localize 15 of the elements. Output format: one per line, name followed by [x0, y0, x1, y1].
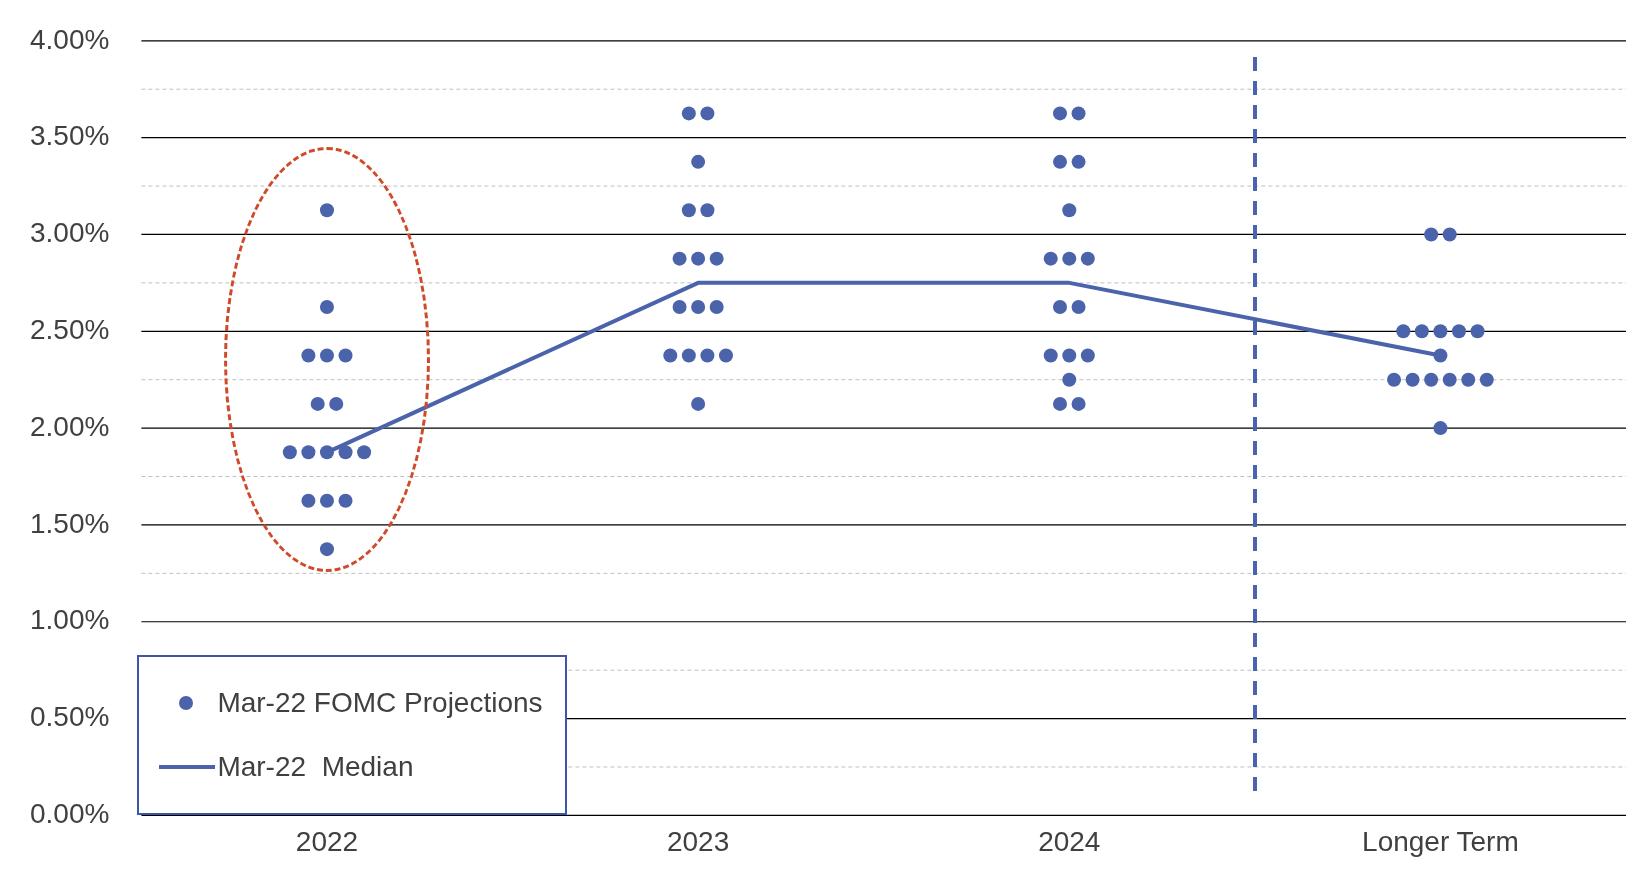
x-tick-label: Longer Term	[1362, 825, 1519, 857]
y-tick-label: 0.00%	[29, 798, 110, 830]
y-tick-label: 0.50%	[29, 701, 110, 733]
legend-label: Mar-22 FOMC Projections	[217, 687, 543, 720]
x-tick-label: 2024	[1038, 825, 1101, 857]
y-tick-label: 4.00%	[29, 23, 110, 55]
y-tick-label: 1.00%	[29, 604, 110, 636]
legend-label: Mar-22 Median	[217, 751, 414, 784]
y-tick-label: 3.00%	[29, 217, 110, 249]
x-tick-label: 2022	[295, 825, 359, 857]
x-tick-label: 2023	[666, 825, 730, 857]
y-tick-label: 2.50%	[29, 313, 110, 345]
y-tick-label: 1.50%	[29, 507, 110, 539]
y-tick-label: 3.50%	[29, 120, 110, 152]
y-tick-label: 2.00%	[29, 410, 110, 442]
